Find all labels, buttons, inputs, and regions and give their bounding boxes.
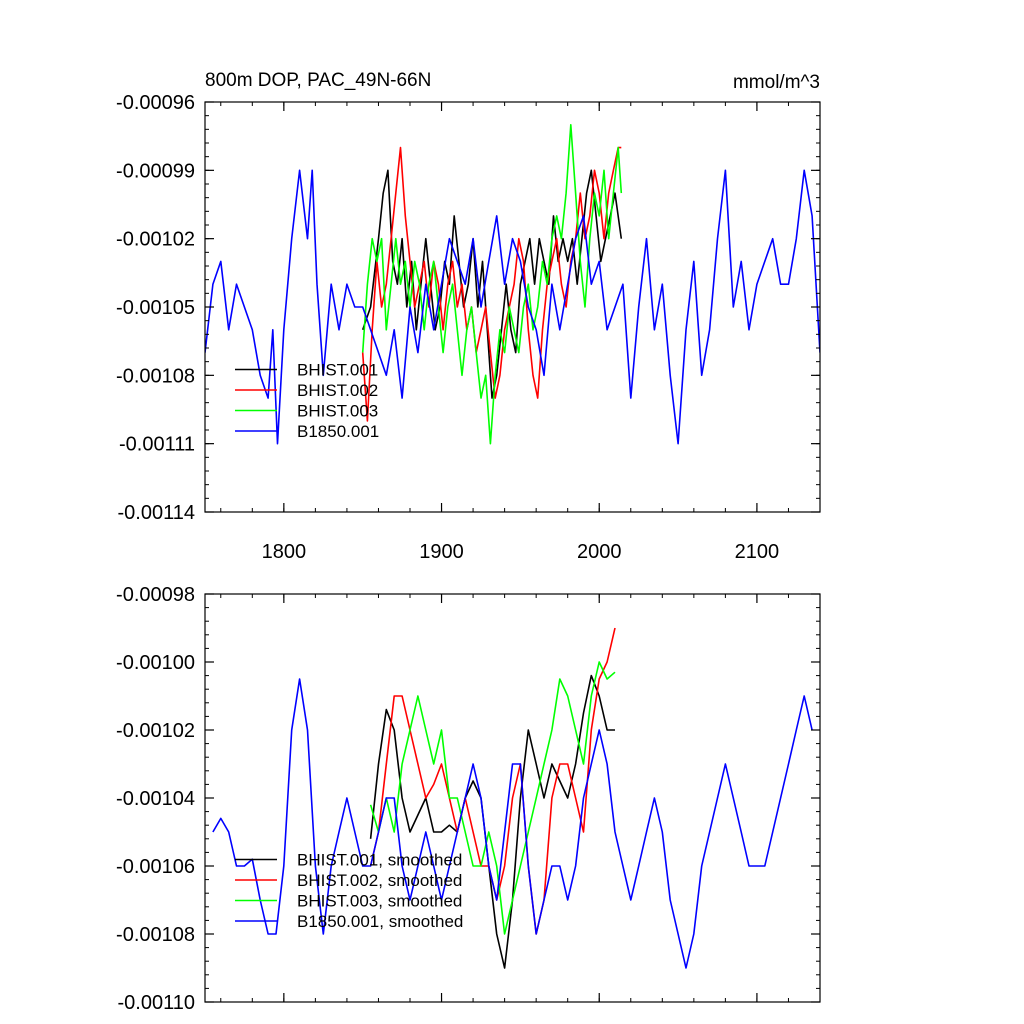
legend-label: BHIST.001: [297, 361, 378, 380]
y-tick-label: -0.00099: [116, 160, 195, 182]
y-tick-label: -0.00110: [118, 992, 195, 1014]
y-tick-label: -0.00102: [116, 720, 195, 742]
units-label: mmol/m^3: [733, 72, 820, 93]
x-tick-label: 1900: [419, 541, 464, 563]
series-line-3: [369, 661, 616, 935]
y-tick-label: -0.00106: [116, 856, 195, 878]
series-line-2: [361, 146, 622, 422]
x-tick-label: 1800: [262, 541, 307, 563]
y-tick-label: -0.00102: [116, 229, 195, 251]
y-tick-label: -0.00100: [116, 652, 195, 674]
legend-label: BHIST.003, smoothed: [297, 892, 462, 911]
x-tick-label: 2000: [577, 541, 622, 563]
y-tick-label: -0.00114: [118, 502, 195, 524]
chart-title: 800m DOP, PAC_49N-66N: [205, 70, 431, 91]
y-tick-label: -0.00096: [116, 92, 195, 114]
y-tick-label: -0.00104: [116, 788, 195, 810]
y-tick-label: -0.00108: [116, 924, 195, 946]
y-tick-label: -0.00111: [119, 434, 195, 456]
x-tick-label: 2100: [735, 541, 780, 563]
legend-label: BHIST.001, smoothed: [297, 851, 462, 870]
legend-label: BHIST.002: [297, 381, 378, 400]
panel-1: -0.00096 -0.00099 -0.00102 -0.00105 -0.00108…: [116, 70, 821, 563]
y-tick-label: -0.00108: [116, 365, 195, 387]
y-tick-label: -0.00098: [116, 584, 195, 606]
legend-label: BHIST.002, smoothed: [297, 871, 462, 890]
series-line-4: [205, 169, 820, 445]
plot-frame: [204, 101, 821, 513]
legend-label: BHIST.003: [297, 402, 378, 421]
series-line-3: [361, 124, 623, 445]
legend-label: B1850.001, smoothed: [297, 912, 463, 931]
panel-2: -0.00098 -0.00100 -0.00102 -0.00104 -0.00106…: [116, 584, 821, 1014]
y-tick-label: -0.00105: [116, 297, 195, 319]
series-line-4: [212, 678, 813, 969]
series-line-1: [369, 674, 615, 969]
legend-label: B1850.001: [297, 422, 379, 441]
